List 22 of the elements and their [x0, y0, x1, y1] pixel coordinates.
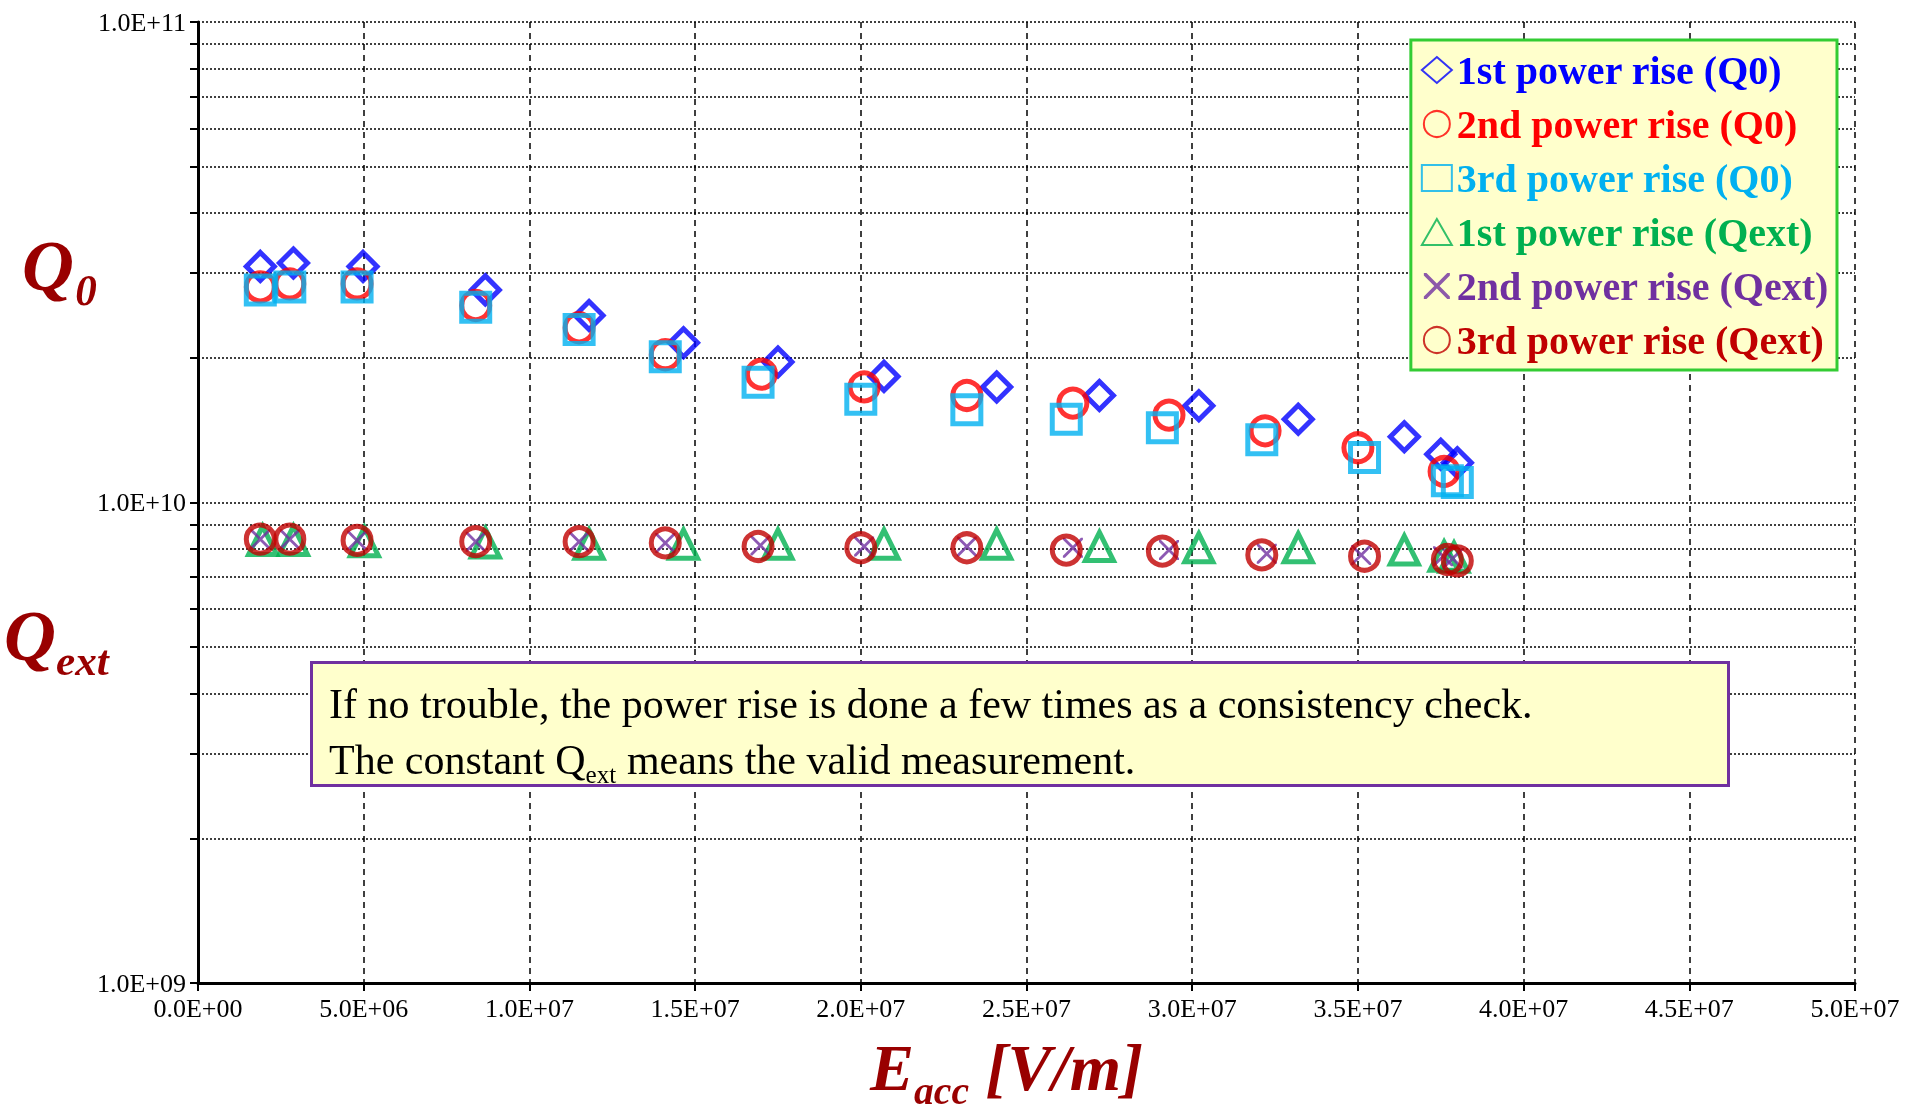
legend-label: 2nd power rise (Q0) [1456, 101, 1798, 147]
x-tick-label: 1.5E+07 [650, 993, 740, 1023]
legend-label: 1st power rise (Qext) [1456, 209, 1813, 255]
legend-label: 2nd power rise (Qext) [1456, 263, 1829, 309]
note-box: If no trouble, the power rise is done a few times as a consistency check. The constant Q$_{ext}$ means the valid measurement. [310, 661, 1730, 787]
text: Q$_{ext}$ [4, 595, 109, 686]
x-tick-label: 2.0E+07 [816, 993, 906, 1023]
legend-label: 3rd power rise (Q0) [1456, 155, 1793, 201]
x-tick-label: 1.0E+07 [484, 993, 574, 1023]
x-tick-label: 5.0E+07 [1810, 993, 1900, 1023]
x-tick-label: 4.5E+07 [1644, 993, 1734, 1023]
y-tick-label: 1.0E+11 [97, 7, 186, 37]
x-tick-label: 4.0E+07 [1479, 993, 1569, 1023]
x-tick-label: 3.5E+07 [1313, 993, 1403, 1023]
x-tick-label: 2.5E+07 [981, 993, 1072, 1023]
x-tick-label: 3.0E+07 [1147, 993, 1237, 1023]
x-tick-label: 5.0E+06 [319, 993, 409, 1023]
legend-label: 3rd power rise (Qext) [1456, 317, 1824, 363]
x-axis-title: E$_{acc}$ [V/m] [870, 1030, 1144, 1108]
y-axis-title: Q₀ [22, 225, 100, 308]
legend-label: 1st power rise (Q0) [1456, 47, 1782, 93]
y-tick-label: 1.0E+10 [96, 488, 186, 517]
